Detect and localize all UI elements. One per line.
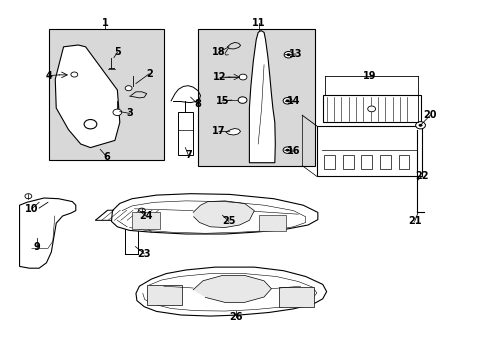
Circle shape <box>285 99 289 102</box>
Text: 16: 16 <box>286 146 300 156</box>
Text: 26: 26 <box>229 312 243 322</box>
Text: 4: 4 <box>45 71 52 81</box>
Text: 22: 22 <box>414 171 427 181</box>
Bar <box>198 29 315 166</box>
Bar <box>316 126 421 176</box>
Bar <box>379 155 390 169</box>
Circle shape <box>367 106 375 112</box>
Circle shape <box>286 53 290 56</box>
Polygon shape <box>20 198 76 268</box>
Text: 8: 8 <box>194 99 201 109</box>
Text: 12: 12 <box>213 72 226 82</box>
Circle shape <box>415 122 425 129</box>
Polygon shape <box>55 45 120 148</box>
Polygon shape <box>95 210 171 220</box>
Bar <box>322 95 420 122</box>
Circle shape <box>125 86 132 91</box>
Circle shape <box>84 120 97 129</box>
Text: 5: 5 <box>114 47 121 57</box>
Text: 1: 1 <box>102 18 108 28</box>
Polygon shape <box>249 31 275 163</box>
Bar <box>278 287 313 307</box>
Circle shape <box>239 74 246 80</box>
Text: 18: 18 <box>212 47 225 57</box>
Bar <box>177 112 193 155</box>
Text: 19: 19 <box>362 71 375 81</box>
Bar <box>49 29 163 160</box>
Circle shape <box>138 208 145 213</box>
Text: 9: 9 <box>33 242 40 252</box>
Text: 20: 20 <box>423 110 436 120</box>
Circle shape <box>285 149 289 152</box>
Text: 23: 23 <box>137 249 151 259</box>
Polygon shape <box>111 194 317 234</box>
Polygon shape <box>193 275 271 302</box>
Text: 15: 15 <box>215 96 229 106</box>
Circle shape <box>71 72 78 77</box>
Bar <box>124 218 138 254</box>
Circle shape <box>238 97 246 103</box>
Text: 21: 21 <box>407 216 421 226</box>
Text: 17: 17 <box>212 126 225 136</box>
Circle shape <box>113 109 122 116</box>
Text: 3: 3 <box>126 108 133 118</box>
Polygon shape <box>193 201 254 228</box>
Text: 25: 25 <box>222 216 235 226</box>
Bar <box>324 155 334 169</box>
Text: 11: 11 <box>252 18 265 28</box>
Bar <box>132 212 160 229</box>
Bar <box>342 155 353 169</box>
Circle shape <box>283 147 291 153</box>
Text: 14: 14 <box>286 96 300 106</box>
Circle shape <box>418 124 422 127</box>
Text: 24: 24 <box>139 211 152 221</box>
Bar <box>361 155 371 169</box>
Circle shape <box>283 98 291 104</box>
Bar <box>398 155 408 169</box>
Circle shape <box>25 194 32 199</box>
Bar <box>259 215 285 231</box>
Text: 7: 7 <box>184 150 191 160</box>
Text: 10: 10 <box>25 204 39 214</box>
Polygon shape <box>225 129 240 135</box>
Bar <box>146 285 182 305</box>
Text: 2: 2 <box>145 69 152 79</box>
Text: 13: 13 <box>288 49 302 59</box>
Polygon shape <box>136 267 326 316</box>
Text: 6: 6 <box>103 152 110 162</box>
Circle shape <box>284 51 292 58</box>
